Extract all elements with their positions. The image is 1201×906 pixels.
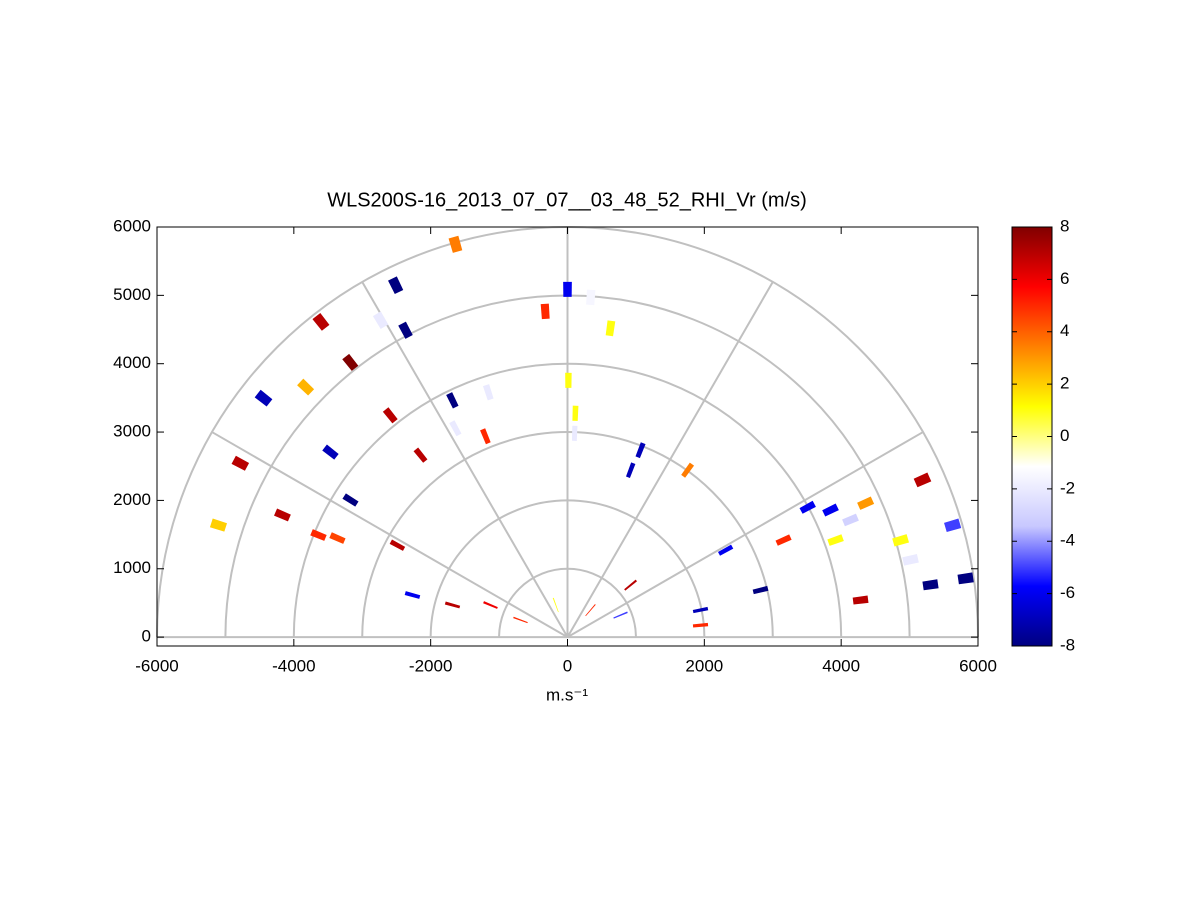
chart-title: WLS200S-16_2013_07_07__03_48_52_RHI_Vr (…	[327, 189, 807, 211]
velocity-cell	[857, 496, 875, 510]
velocity-cell	[605, 320, 616, 337]
angle-spoke	[211, 431, 568, 638]
velocity-cell	[681, 462, 695, 478]
velocity-cell	[572, 405, 579, 421]
x-axis-label: m.s⁻¹	[546, 685, 588, 704]
velocity-cell	[752, 585, 769, 595]
velocity-cell	[902, 553, 919, 566]
velocity-cell	[913, 472, 932, 488]
velocity-cell	[692, 606, 709, 614]
y-tick-label: 4000	[113, 353, 151, 372]
velocity-cell	[957, 572, 974, 585]
velocity-cell	[389, 539, 406, 551]
velocity-cell	[922, 579, 939, 591]
colorbar-tick-label: 0	[1060, 426, 1069, 445]
y-tick-label: 5000	[113, 285, 151, 304]
velocity-cell	[444, 601, 461, 609]
x-tick-label: -2000	[409, 656, 452, 675]
velocity-cell	[892, 534, 910, 547]
velocity-cell	[540, 303, 550, 320]
velocity-cell	[717, 544, 734, 556]
x-tick-label: 2000	[685, 656, 723, 675]
colorbar-tick-label: 2	[1060, 374, 1069, 393]
velocity-cell	[372, 311, 389, 329]
velocity-cell	[404, 591, 421, 599]
x-tick-label: 0	[563, 656, 572, 675]
y-tick-label: 3000	[113, 422, 151, 441]
y-tick-label: 2000	[113, 490, 151, 509]
velocity-cell	[775, 534, 792, 546]
velocity-cell	[624, 579, 638, 591]
velocity-cell	[585, 604, 596, 617]
velocity-cell	[398, 321, 413, 339]
velocity-cell	[692, 622, 709, 628]
velocity-cell	[342, 493, 359, 507]
velocity-cell	[342, 353, 359, 371]
colorbar-tick-label: -4	[1060, 531, 1075, 550]
velocity-cell	[799, 500, 816, 514]
velocity-cell	[586, 289, 596, 306]
velocity-cell	[388, 276, 404, 295]
velocity-cell	[274, 508, 291, 522]
colorbar-tick-label: -6	[1060, 583, 1075, 602]
velocity-cell	[231, 455, 250, 471]
colorbar-tick-label: 8	[1060, 216, 1069, 235]
velocity-cell	[635, 442, 646, 459]
velocity-cell	[613, 611, 628, 619]
velocity-cell	[449, 420, 462, 437]
y-tick-label: 6000	[113, 216, 151, 235]
velocity-cell	[571, 425, 578, 441]
angle-spoke	[567, 431, 924, 638]
colorbar	[1011, 226, 1053, 647]
velocity-cell	[822, 503, 839, 517]
angle-spoke	[361, 281, 569, 638]
colorbar-tick-label: 4	[1060, 321, 1069, 340]
colorbar-tick-label: 6	[1060, 269, 1069, 288]
velocity-cell	[482, 384, 494, 401]
velocity-cell	[448, 235, 463, 253]
velocity-cell	[329, 532, 346, 544]
y-tick-label: 0	[142, 627, 151, 646]
velocity-cell	[944, 518, 962, 533]
velocity-cell	[413, 447, 428, 463]
velocity-cell	[483, 601, 498, 609]
velocity-cell	[827, 534, 844, 546]
velocity-cell	[565, 372, 572, 388]
velocity-cell	[254, 389, 273, 407]
velocity-cell	[513, 616, 528, 624]
x-tick-label: -6000	[135, 656, 178, 675]
y-tick-label: 1000	[113, 558, 151, 577]
velocity-cell	[480, 428, 491, 445]
velocity-cell	[297, 378, 315, 396]
velocity-cell	[842, 513, 859, 527]
velocity-cell	[382, 407, 398, 424]
velocity-cell	[852, 595, 869, 605]
x-tick-label: 6000	[959, 656, 997, 675]
x-tick-label: -4000	[272, 656, 315, 675]
velocity-cell	[625, 462, 636, 479]
velocity-cell	[446, 392, 459, 409]
x-tick-label: 4000	[822, 656, 860, 675]
angle-spoke	[566, 281, 774, 638]
colorbar-tick-label: -2	[1060, 478, 1075, 497]
velocity-cell	[322, 444, 339, 460]
velocity-cell	[310, 529, 327, 541]
velocity-cell	[209, 518, 228, 532]
colorbar-tick-label: -8	[1060, 635, 1075, 654]
velocity-cell	[552, 597, 559, 613]
velocity-cell	[563, 281, 572, 297]
velocity-cell	[312, 312, 330, 331]
